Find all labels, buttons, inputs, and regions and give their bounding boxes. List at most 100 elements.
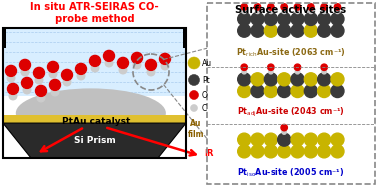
Circle shape [160, 53, 170, 64]
Circle shape [334, 4, 341, 10]
Circle shape [318, 145, 331, 158]
Circle shape [294, 4, 301, 10]
Circle shape [9, 92, 17, 100]
Text: Au: Au [202, 59, 212, 68]
Circle shape [331, 85, 344, 98]
Circle shape [318, 133, 331, 146]
Circle shape [23, 86, 31, 94]
Circle shape [318, 85, 331, 98]
Circle shape [304, 73, 317, 86]
Circle shape [48, 61, 59, 72]
Circle shape [304, 133, 317, 146]
Circle shape [7, 74, 15, 82]
Circle shape [132, 52, 143, 63]
Circle shape [77, 72, 85, 80]
Circle shape [291, 133, 304, 146]
Circle shape [238, 13, 251, 25]
Circle shape [269, 70, 273, 74]
Circle shape [282, 9, 287, 14]
Circle shape [241, 4, 247, 10]
Circle shape [278, 133, 291, 146]
Circle shape [308, 4, 314, 10]
Circle shape [295, 70, 300, 74]
Circle shape [291, 85, 304, 98]
Circle shape [105, 59, 113, 67]
Text: In situ ATR-SEIRAS CO-
probe method: In situ ATR-SEIRAS CO- probe method [30, 2, 159, 24]
Circle shape [269, 9, 273, 14]
Circle shape [36, 85, 46, 96]
Circle shape [251, 85, 264, 98]
Circle shape [91, 64, 99, 72]
Circle shape [147, 68, 155, 76]
Circle shape [104, 50, 115, 61]
Circle shape [322, 70, 326, 74]
Circle shape [331, 133, 344, 146]
Circle shape [35, 76, 43, 84]
Circle shape [331, 13, 344, 25]
Bar [183, 28, 187, 48]
Circle shape [251, 133, 264, 146]
Circle shape [278, 24, 291, 37]
Circle shape [20, 59, 31, 70]
Circle shape [331, 24, 344, 37]
Circle shape [50, 79, 60, 90]
Bar [2, 28, 6, 48]
Circle shape [21, 68, 29, 76]
Circle shape [264, 73, 277, 86]
Circle shape [251, 145, 264, 158]
Bar [3, 115, 186, 123]
Circle shape [308, 9, 313, 14]
Circle shape [146, 59, 156, 70]
Circle shape [90, 55, 101, 66]
Circle shape [281, 124, 287, 131]
Circle shape [34, 67, 45, 78]
Circle shape [161, 62, 169, 70]
Text: IR: IR [204, 148, 214, 157]
Circle shape [242, 9, 246, 14]
Circle shape [49, 70, 57, 78]
Circle shape [318, 13, 331, 25]
Circle shape [291, 24, 304, 37]
Circle shape [278, 85, 291, 98]
Circle shape [254, 4, 261, 10]
Circle shape [278, 13, 291, 25]
Circle shape [76, 63, 87, 74]
Text: Pt$_{\mathrm{adj}}$Au-site (2043 cm⁻¹): Pt$_{\mathrm{adj}}$Au-site (2043 cm⁻¹) [237, 106, 345, 119]
Circle shape [251, 24, 264, 37]
Circle shape [264, 85, 277, 98]
Circle shape [251, 13, 264, 25]
Text: O: O [202, 91, 208, 99]
Circle shape [238, 133, 251, 146]
Circle shape [278, 145, 291, 158]
Circle shape [264, 24, 277, 37]
Circle shape [268, 64, 274, 70]
Circle shape [264, 13, 277, 25]
Ellipse shape [16, 88, 166, 138]
Circle shape [264, 145, 277, 158]
Circle shape [119, 66, 127, 74]
Circle shape [238, 85, 251, 98]
Text: Pt$_{\mathrm{rich}}$Au-site (2063 cm⁻¹): Pt$_{\mathrm{rich}}$Au-site (2063 cm⁻¹) [236, 46, 346, 59]
Circle shape [321, 4, 327, 10]
Circle shape [133, 61, 141, 69]
Circle shape [51, 88, 59, 96]
Circle shape [318, 24, 331, 37]
Circle shape [278, 73, 291, 86]
Circle shape [188, 57, 200, 69]
Text: PtAu catalyst: PtAu catalyst [62, 117, 130, 126]
Circle shape [62, 69, 73, 80]
Polygon shape [3, 123, 186, 158]
Circle shape [238, 73, 251, 86]
Text: Surface active sites: Surface active sites [235, 5, 347, 15]
Circle shape [191, 105, 197, 111]
Circle shape [282, 130, 287, 134]
Circle shape [295, 9, 300, 14]
Circle shape [304, 85, 317, 98]
Circle shape [37, 94, 45, 102]
Circle shape [281, 4, 287, 10]
Circle shape [189, 91, 198, 99]
Circle shape [264, 133, 277, 146]
Circle shape [268, 4, 274, 10]
Circle shape [8, 83, 19, 94]
Circle shape [304, 24, 317, 37]
